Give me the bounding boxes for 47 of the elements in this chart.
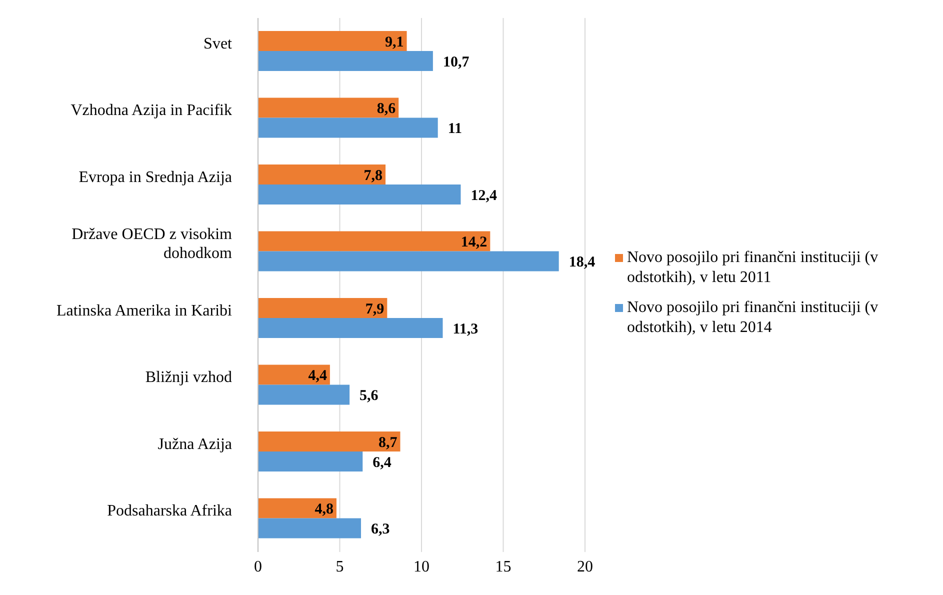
bar	[258, 231, 490, 252]
legend-label: Novo posojilo pri finančni instituciji (v odstotkih), v letu 2014	[627, 298, 880, 338]
bar	[258, 498, 336, 518]
data-label: 4,4	[308, 368, 328, 384]
data-label: 11,3	[452, 321, 478, 338]
data-label: 12,4	[470, 188, 498, 204]
y-tick-label: Evropa in Srednja Azija	[78, 168, 232, 186]
bar	[258, 118, 438, 138]
legend-label: Novo posojilo pri finančni instituciji (v odstotkih), v letu 2011	[627, 248, 880, 288]
x-tick-label: 15	[495, 558, 512, 576]
y-tick-label: Vzhodna Azija in Pacifik	[70, 102, 232, 120]
bar	[258, 51, 433, 71]
data-label: 10,7	[442, 54, 470, 70]
bar	[258, 251, 559, 272]
bar	[258, 432, 400, 452]
data-label: 6,4	[372, 454, 392, 471]
data-label: 8,7	[378, 434, 398, 451]
x-tick-label: 0	[254, 558, 262, 576]
x-tick-label: 20	[577, 558, 593, 576]
y-tick-label: Svet	[204, 35, 233, 52]
bar	[258, 164, 386, 184]
x-tick-label: 5	[336, 558, 344, 576]
y-tick-label: Latinska Amerika in Karibi	[56, 302, 233, 320]
data-label: 5,6	[360, 388, 379, 404]
data-label: 14,2	[460, 234, 488, 251]
bar	[258, 184, 461, 204]
bar	[258, 98, 399, 118]
bar	[258, 364, 330, 385]
data-label: 18,4	[568, 254, 596, 271]
bar	[258, 31, 407, 51]
bar	[258, 298, 388, 318]
data-label: 7,8	[364, 168, 383, 184]
data-label: 8,6	[376, 101, 396, 118]
data-label: 6,3	[371, 522, 390, 538]
bar	[258, 384, 350, 405]
bar	[258, 452, 363, 472]
data-label: 4,8	[314, 502, 334, 518]
y-tick-label: Države OECD z visokim dohodkom	[72, 226, 233, 262]
y-tick-label: Bližnji vzhod	[145, 369, 232, 386]
y-tick-label: Južna Azija	[158, 436, 232, 453]
bar	[258, 518, 362, 538]
data-label: 11	[448, 121, 462, 138]
data-label: 9,1	[385, 34, 404, 50]
x-tick-label: 10	[414, 558, 430, 576]
bar	[258, 318, 443, 338]
data-label: 7,9	[365, 301, 384, 318]
y-tick-label: Podsaharska Afrika	[107, 502, 232, 520]
